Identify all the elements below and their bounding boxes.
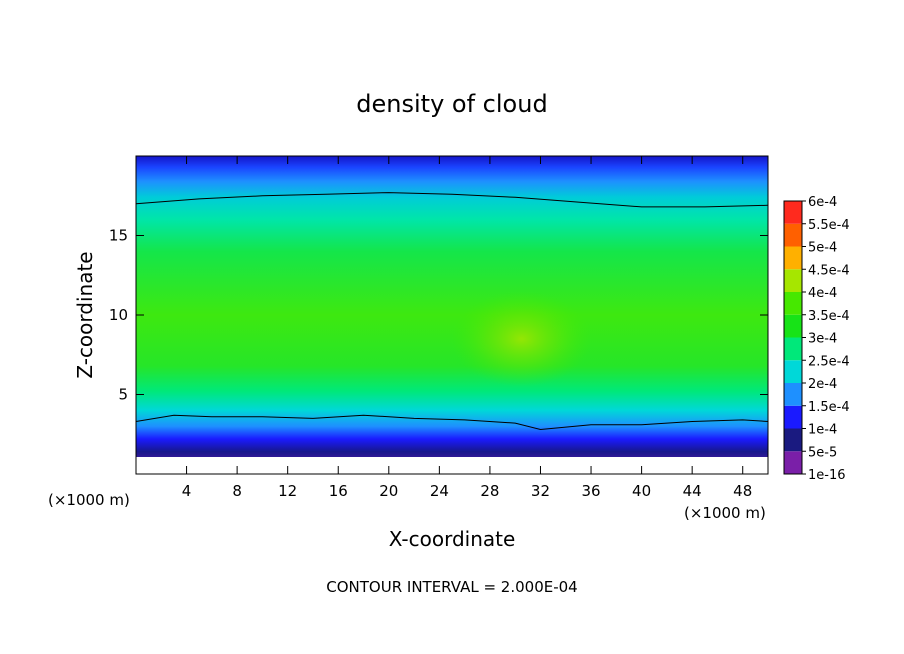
colorbar-label: 5.5e-4: [808, 218, 850, 233]
colorbar-label: 3e-4: [808, 332, 837, 347]
x-tick-label: 28: [480, 482, 499, 500]
colorbar-label: 5e-4: [808, 241, 837, 256]
density-maximum-region: [451, 290, 592, 387]
colorbar-swatch: [784, 428, 802, 452]
contour-line-1: [135, 192, 769, 208]
colorbar-swatch: [784, 451, 802, 474]
density-field: [136, 156, 768, 474]
contour-line-2: [135, 414, 769, 431]
y-tick-label: 15: [109, 227, 128, 245]
y-axis-ticks: 5 10 15: [109, 227, 768, 404]
contour-interval-note: CONTOUR INTERVAL = 2.000E-04: [326, 578, 577, 596]
colorbar-label: 2e-4: [808, 377, 837, 392]
colorbar-swatch: [784, 405, 802, 429]
colorbar-label: 1e-4: [808, 423, 837, 438]
colorbar-swatch: [784, 314, 802, 338]
colorbar: 1e-16 5e-5 1e-4 1.5e-4 2e-4 2.5e-4 3e-4 3.5e-4 4…: [783, 195, 850, 483]
colorbar-label: 2.5e-4: [808, 354, 850, 369]
colorbar-label: 4e-4: [808, 286, 837, 301]
colorbar-swatch: [784, 201, 802, 224]
x-axis-unit: (×1000 m): [684, 504, 766, 522]
chart-title: density of cloud: [356, 90, 547, 118]
colorbar-label: 1e-16: [808, 468, 846, 483]
colorbar-label: 4.5e-4: [808, 263, 850, 278]
x-tick-label: 32: [531, 482, 550, 500]
colorbar-label: 3.5e-4: [808, 309, 850, 324]
colorbar-label: 6e-4: [808, 195, 837, 210]
plot-area: [136, 156, 768, 474]
x-tick-label: 8: [232, 482, 242, 500]
y-axis-label: Z-coordinate: [73, 251, 97, 378]
colorbar-label: 1.5e-4: [808, 400, 850, 415]
colorbar-swatch: [784, 337, 802, 361]
x-axis-ticks: 4 8 12 16 20 24 28 32 36 40 44 48: [182, 156, 752, 500]
x-tick-label: 40: [632, 482, 651, 500]
colorbar-swatch: [784, 292, 802, 315]
x-tick-label: 48: [733, 482, 752, 500]
y-tick-label: 10: [109, 306, 128, 324]
x-tick-label: 12: [278, 482, 297, 500]
x-tick-label: 24: [430, 482, 449, 500]
x-tick-label: 20: [379, 482, 398, 500]
y-tick-label: 5: [118, 386, 128, 404]
contour-lines: [135, 192, 769, 431]
ground-gap: [136, 457, 768, 474]
colorbar-swatch: [784, 269, 802, 292]
colorbar-swatch: [784, 246, 802, 270]
colorbar-label: 5e-5: [808, 445, 837, 460]
y-axis-unit: (×1000 m): [48, 491, 130, 509]
colorbar-swatch: [784, 383, 802, 406]
x-tick-label: 4: [182, 482, 192, 500]
colorbar-swatch: [784, 223, 802, 247]
x-tick-label: 44: [683, 482, 702, 500]
x-tick-label: 36: [581, 482, 600, 500]
x-tick-label: 16: [329, 482, 348, 500]
x-axis-label: X-coordinate: [389, 527, 516, 551]
colorbar-swatch: [784, 360, 802, 383]
